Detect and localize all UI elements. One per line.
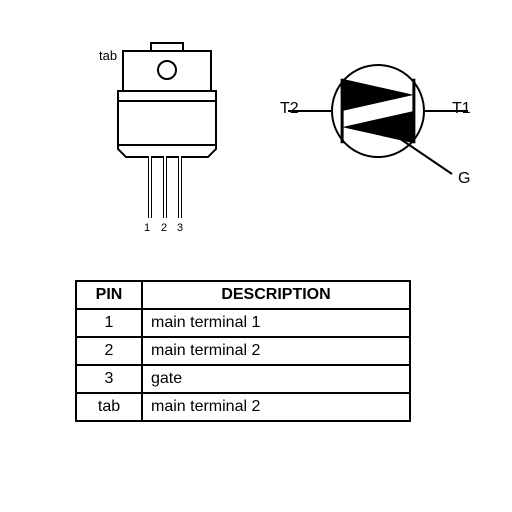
table-header-desc: DESCRIPTION <box>142 281 410 309</box>
table-row: 3gate <box>76 365 410 393</box>
symbol-label-t1: T1 <box>452 100 471 118</box>
table-header-row: PIN DESCRIPTION <box>76 281 410 309</box>
pin-number-1: 1 <box>144 222 150 234</box>
table-header-pin: PIN <box>76 281 142 309</box>
table-row: 1main terminal 1 <box>76 309 410 337</box>
table-cell-desc: main terminal 1 <box>142 309 410 337</box>
package-body-top-line <box>119 100 215 102</box>
table-row: tabmain terminal 2 <box>76 393 410 421</box>
pin-number-3: 3 <box>177 222 183 234</box>
pin-number-2: 2 <box>161 222 167 234</box>
pin-description-table: PIN DESCRIPTION 1main terminal 12main te… <box>75 280 411 422</box>
triac-symbol-svg <box>288 56 468 196</box>
symbol-label-t2: T2 <box>280 100 299 118</box>
table-cell-desc: main terminal 2 <box>142 337 410 365</box>
package-lead-3 <box>178 156 182 218</box>
table-cell-pin: tab <box>76 393 142 421</box>
table-cell-pin: 3 <box>76 365 142 393</box>
table-cell-desc: main terminal 2 <box>142 393 410 421</box>
symbol-label-g: G <box>458 170 470 188</box>
table-cell-pin: 2 <box>76 337 142 365</box>
datasheet-figure: tab 1 2 3 T2 T1 G PIN DESCRIPTION 1main … <box>0 0 512 512</box>
package-body-chamfer-right <box>207 148 217 158</box>
table-body: 1main terminal 12main terminal 23gatetab… <box>76 309 410 421</box>
package-lead-1 <box>148 156 152 218</box>
table-cell-desc: gate <box>142 365 410 393</box>
package-tab-label: tab <box>99 48 117 63</box>
package-body-chamfer-left <box>117 148 127 158</box>
package-lead-2 <box>163 156 167 218</box>
package-body-bottom-line <box>119 144 215 146</box>
triac-symbol <box>288 56 468 196</box>
package-mounting-hole <box>157 60 177 80</box>
table-cell-pin: 1 <box>76 309 142 337</box>
table-row: 2main terminal 2 <box>76 337 410 365</box>
